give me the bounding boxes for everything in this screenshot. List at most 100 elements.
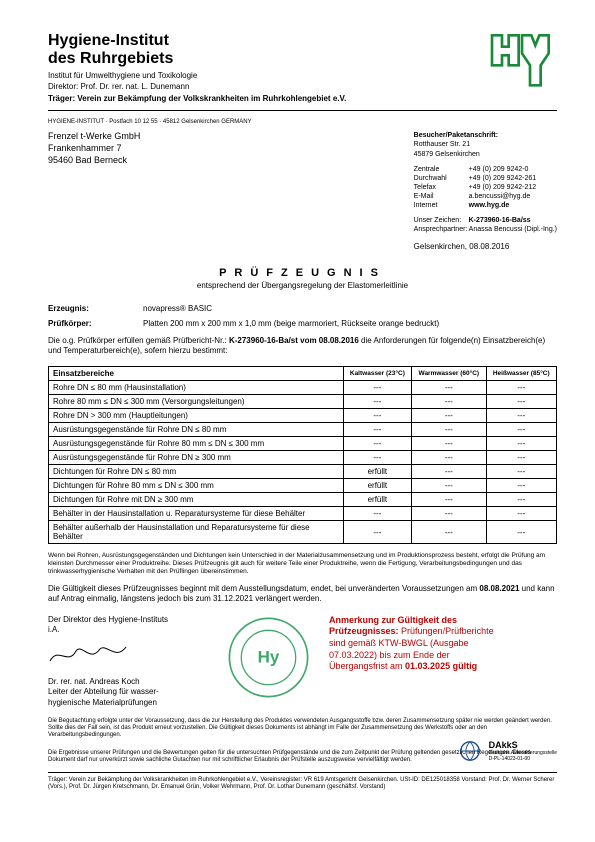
row-value: --- xyxy=(412,395,486,409)
row-label: Ausrüstungsgegenstände für Rohre 80 mm ≤… xyxy=(49,437,344,451)
certificate-title: PRÜFZEUGNIS xyxy=(48,267,557,279)
table-col-1: Warmwasser (60°C) xyxy=(412,367,486,381)
sig-l2: i.A. xyxy=(48,625,208,635)
partner-val: Anassa Bencussi (Dipl.-Ing.) xyxy=(469,225,557,234)
row-value: --- xyxy=(486,409,556,423)
row-value: --- xyxy=(486,381,556,395)
row-value: --- xyxy=(486,479,556,493)
hy-logo-icon xyxy=(487,32,557,92)
row-value: --- xyxy=(343,507,411,521)
row-label: Rohre DN ≤ 80 mm (Hausinstallation) xyxy=(49,381,344,395)
row-value: --- xyxy=(412,409,486,423)
table-col-2: Heißwasser (85°C) xyxy=(486,367,556,381)
institute-sub1: Institut für Umwelthygiene und Toxikolog… xyxy=(48,71,346,81)
zentrale-val: +49 (0) 209 9242-0 xyxy=(469,165,529,174)
pruefkoerper-lbl: Prüfkörper: xyxy=(48,319,143,328)
row-label: Dichtungen für Rohre DN ≤ 80 mm xyxy=(49,465,344,479)
row-value: --- xyxy=(486,451,556,465)
footer-divider xyxy=(48,772,557,773)
row-value: --- xyxy=(486,521,556,544)
row-label: Rohre 80 mm ≤ DN ≤ 300 mm (Versorgungsle… xyxy=(49,395,344,409)
recipient-address: Frenzel t-Werke GmbH Frankenhammer 7 954… xyxy=(48,131,140,252)
row-value: --- xyxy=(343,381,411,395)
contact-block: Besucher/Paketanschrift: Rotthauser Str.… xyxy=(414,131,557,252)
sig-role1: Leiter der Abteilung für wasser- xyxy=(48,687,208,697)
row-label: Behälter in der Hausinstallation u. Repa… xyxy=(49,507,344,521)
dakks-text: DAkkS Deutsche Akkreditierungsstelle D-P… xyxy=(489,740,557,762)
svg-text:Hy: Hy xyxy=(258,647,280,666)
row-label: Dichtungen für Rohre mit DN ≥ 300 mm xyxy=(49,493,344,507)
row-value: --- xyxy=(486,423,556,437)
row-value: erfüllt xyxy=(343,465,411,479)
anno-bold2: 01.03.2025 gültig xyxy=(405,661,477,671)
erzeugnis-lbl: Erzeugnis: xyxy=(48,304,143,313)
validity-paragraph: Die Gültigkeit dieses Prüfzeugnisses beg… xyxy=(48,584,557,605)
row-value: --- xyxy=(486,507,556,521)
addr-contact-block: Frenzel t-Werke GmbH Frankenhammer 7 954… xyxy=(48,131,557,252)
row-label: Ausrüstungsgegenstände für Rohre DN ≤ 80… xyxy=(49,423,344,437)
row-value: --- xyxy=(412,521,486,544)
table-row: Dichtungen für Rohre mit DN ≥ 300 mmerfü… xyxy=(49,493,557,507)
table-row: Behälter außerhalb der Hausinstallation … xyxy=(49,521,557,544)
row-value: --- xyxy=(343,395,411,409)
footer-text: Träger: Verein zur Bekämpfung der Volksk… xyxy=(48,777,557,791)
dakks-code: D-PL-14023-01-00 xyxy=(489,756,557,762)
row-value: --- xyxy=(486,437,556,451)
institute-sub2: Direktor: Prof. Dr. rer. nat. L. Duneman… xyxy=(48,82,346,92)
zentrale-lbl: Zentrale xyxy=(414,165,469,174)
row-label: Behälter außerhalb der Hausinstallation … xyxy=(49,521,344,544)
row-value: --- xyxy=(486,493,556,507)
fine-print-2a: Die Begutachtung erfolgte unter der Vora… xyxy=(48,718,557,740)
table-row: Dichtungen für Rohre 80 mm ≤ DN ≤ 300 mm… xyxy=(49,479,557,493)
institute-title-2: des Ruhrgebiets xyxy=(48,50,346,68)
globe-icon xyxy=(459,740,481,762)
internet-val: www.hyg.de xyxy=(469,201,510,210)
row-label: Ausrüstungsgegenstände für Rohre DN ≥ 30… xyxy=(49,451,344,465)
institute-title-1: Hygiene-Institut xyxy=(48,32,346,50)
divider-1 xyxy=(48,110,557,111)
zeichen-lbl: Unser Zeichen: xyxy=(414,216,469,225)
row-value: --- xyxy=(486,465,556,479)
institute-sub: Institut für Umwelthygiene und Toxikolog… xyxy=(48,71,346,104)
row-value: --- xyxy=(412,465,486,479)
table-header-main: Einsatzbereiche xyxy=(49,367,344,381)
body-paragraph-1: Die o.g. Prüfkörper erfüllen gemäß Prüfb… xyxy=(48,336,557,357)
sig-name: Dr. rer. nat. Andreas Koch xyxy=(48,677,208,687)
body1-pre: Die o.g. Prüfkörper erfüllen gemäß Prüfb… xyxy=(48,336,229,345)
durchwahl-lbl: Durchwahl xyxy=(414,174,469,183)
table-row: Ausrüstungsgegenstände für Rohre DN ≥ 30… xyxy=(49,451,557,465)
row-value: --- xyxy=(412,479,486,493)
institute-traeger: Träger: Verein zur Bekämpfung der Volksk… xyxy=(48,94,346,104)
letterhead: Hygiene-Institut des Ruhrgebiets Institu… xyxy=(48,32,557,104)
place-date: Gelsenkirchen, 08.08.2016 xyxy=(414,242,557,252)
table-row: Ausrüstungsgegenstände für Rohre DN ≤ 80… xyxy=(49,423,557,437)
table-row: Behälter in der Hausinstallation u. Repa… xyxy=(49,507,557,521)
row-value: --- xyxy=(343,437,411,451)
partner-lbl: Ansprechpartner: xyxy=(414,225,469,234)
contact-addr-title: Besucher/Paketanschrift: xyxy=(414,131,557,140)
table-row: Rohre 80 mm ≤ DN ≤ 300 mm (Versorgungsle… xyxy=(49,395,557,409)
fields-block: Erzeugnis: novapress® BASIC Prüfkörper: … xyxy=(48,304,557,328)
row-value: --- xyxy=(343,409,411,423)
erzeugnis-val: novapress® BASIC xyxy=(143,304,212,313)
row-value: --- xyxy=(343,423,411,437)
row-value: --- xyxy=(412,493,486,507)
row-value: --- xyxy=(412,423,486,437)
table-row: Ausrüstungsgegenstände für Rohre 80 mm ≤… xyxy=(49,437,557,451)
row-value: --- xyxy=(412,381,486,395)
contact-addr-l2: 45879 Gelsenkirchen xyxy=(414,150,557,159)
row-value: --- xyxy=(343,521,411,544)
row-value: erfüllt xyxy=(343,479,411,493)
table-row: Rohre DN ≤ 80 mm (Hausinstallation)-----… xyxy=(49,381,557,395)
certificate-subtitle: entsprechend der Übergangsregelung der E… xyxy=(48,281,557,290)
row-value: --- xyxy=(343,451,411,465)
sender-small-line: HYGIENE-INSTITUT · Postfach 10 12 55 · 4… xyxy=(48,119,557,125)
table-col-0: Kaltwasser (23°C) xyxy=(343,367,411,381)
fine-print-1: Wenn bei Rohren, Ausrüstungsgegenständen… xyxy=(48,552,557,575)
table-row: Rohre DN > 300 mm (Hauptleitungen)------… xyxy=(49,409,557,423)
row-value: --- xyxy=(486,395,556,409)
institute-block: Hygiene-Institut des Ruhrgebiets Institu… xyxy=(48,32,346,104)
row-value: --- xyxy=(412,437,486,451)
sig-l1: Der Direktor des Hygiene-Instituts xyxy=(48,615,208,625)
telefax-lbl: Telefax xyxy=(414,183,469,192)
